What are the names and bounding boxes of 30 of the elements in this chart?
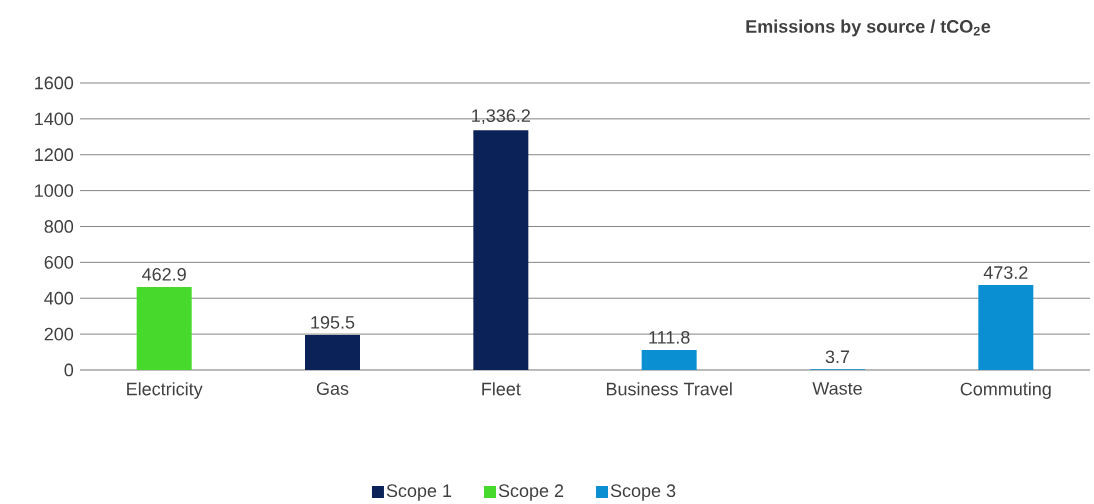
x-tick-label: Electricity <box>127 382 203 399</box>
y-tick-label: 0 <box>64 363 74 377</box>
data-label: 473.2 <box>983 266 1028 279</box>
y-tick-label: 200 <box>44 327 74 341</box>
bar <box>641 349 697 370</box>
y-tick-label: 1400 <box>35 112 74 126</box>
y-tick-label: 800 <box>44 220 74 233</box>
y-tick-label: 1000 <box>35 184 74 197</box>
chart-title: Emissions by source / tCO$_{2}$e <box>746 19 991 37</box>
data-label: 111.8 <box>649 330 690 344</box>
bar <box>473 130 529 370</box>
y-tick-label: 1600 <box>35 76 74 90</box>
legend-label: Scope 1 <box>386 484 452 501</box>
bar <box>305 334 360 370</box>
y-tick-label: 400 <box>44 291 74 305</box>
data-label: 3.7 <box>825 350 850 364</box>
x-tick-label: Commuting <box>960 382 1051 399</box>
x-tick-label: Gas <box>316 382 349 395</box>
x-tick-label: Waste <box>812 382 862 395</box>
bar <box>978 285 1034 370</box>
data-label: 1,336.2 <box>472 109 530 125</box>
data-label: 462.9 <box>142 268 186 281</box>
y-tick-label: 600 <box>44 255 74 269</box>
legend-label: Scope 3 <box>610 484 676 501</box>
data-label: 195.5 <box>311 315 355 329</box>
x-tick-label: Business Travel <box>606 382 732 396</box>
x-tick-label: Fleet <box>482 382 521 396</box>
legend-label: Scope 2 <box>498 484 564 501</box>
y-tick-label: 1200 <box>35 148 74 162</box>
bar <box>136 286 192 370</box>
